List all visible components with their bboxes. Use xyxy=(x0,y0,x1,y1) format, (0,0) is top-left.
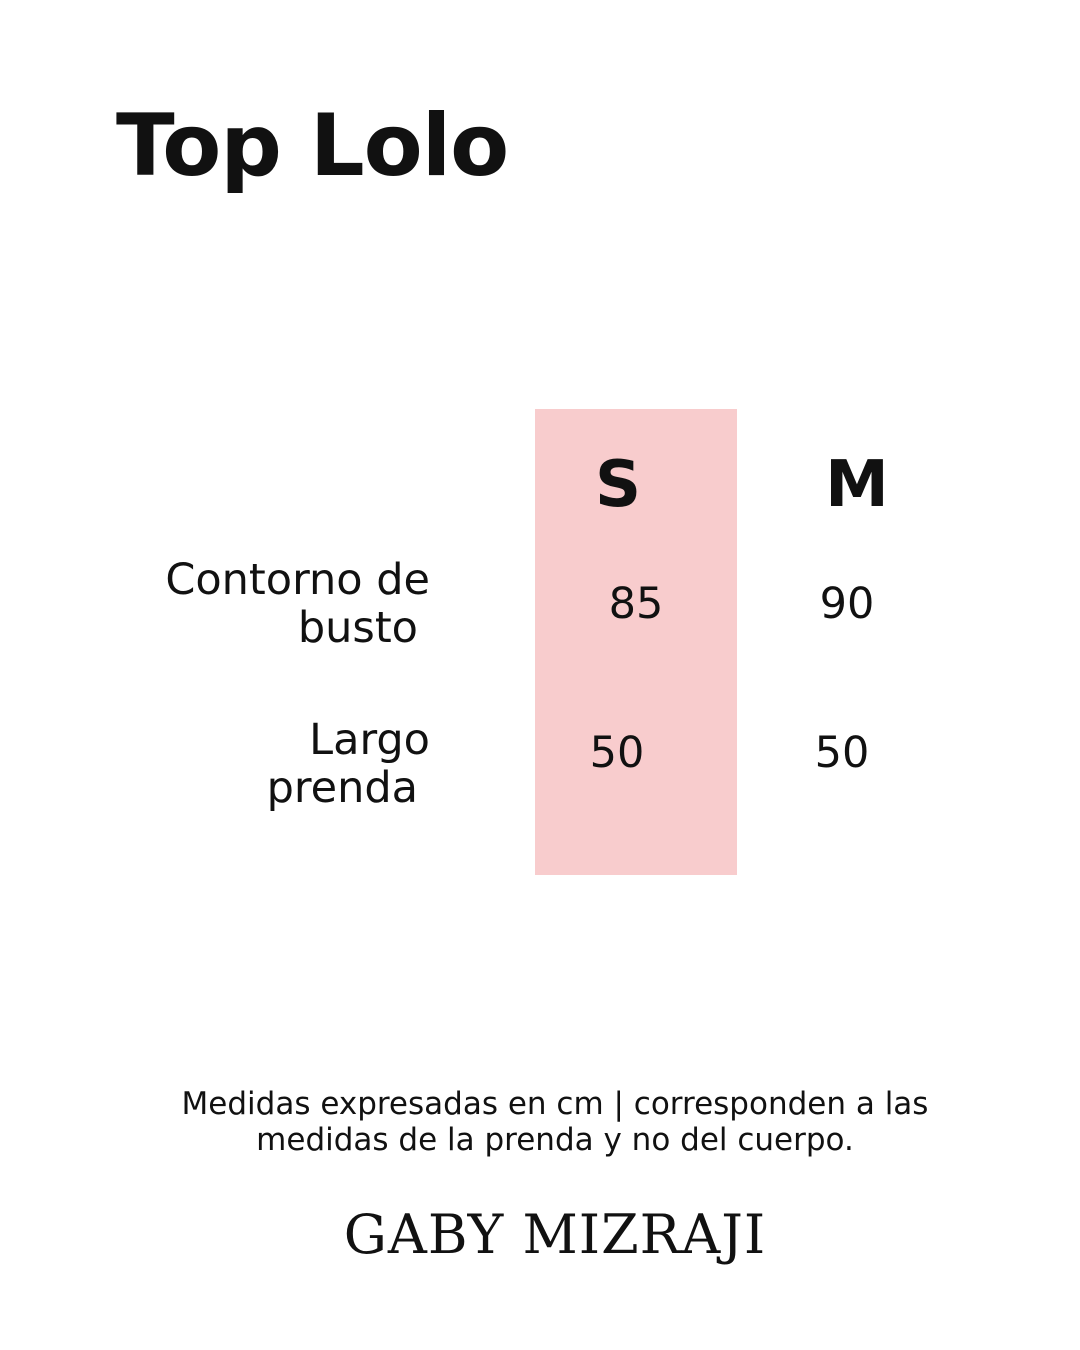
measurement-note-line1: Medidas expresadas en cm | corresponden … xyxy=(181,1086,929,1122)
row-label-length: Largo prenda xyxy=(267,716,430,812)
size-header-m: M xyxy=(825,448,889,522)
row-label-bust-line1: Contorno de xyxy=(165,555,430,605)
cell-length-m: 50 xyxy=(814,728,870,778)
cell-length-s: 50 xyxy=(589,728,645,778)
measurement-note: Medidas expresadas en cm | corresponden … xyxy=(90,1086,1020,1158)
row-label-length-line1: Largo xyxy=(309,715,430,765)
row-label-bust-line2: busto xyxy=(297,603,418,653)
page-title: Top Lolo xyxy=(116,96,509,196)
brand-logo: GABY MIZRAJI xyxy=(343,1203,767,1266)
row-label-length-line2: prenda xyxy=(266,763,418,813)
measurement-note-line2: medidas de la prenda y no del cuerpo. xyxy=(256,1122,854,1158)
selected-size-highlight xyxy=(535,409,737,875)
cell-bust-m: 90 xyxy=(819,579,875,629)
row-label-bust: Contorno de busto xyxy=(165,556,430,652)
size-header-s: S xyxy=(594,448,642,522)
cell-bust-s: 85 xyxy=(608,579,664,629)
